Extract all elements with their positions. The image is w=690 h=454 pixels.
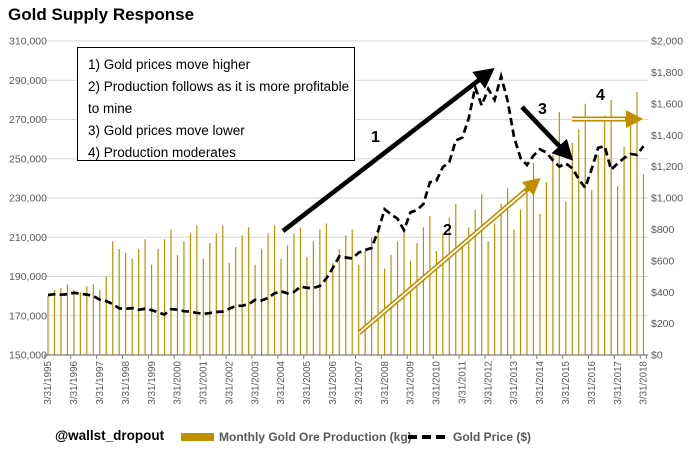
svg-text:3/31/2004: 3/31/2004: [276, 360, 287, 404]
svg-text:150,000: 150,000: [9, 350, 47, 362]
annotation-box: 1) Gold prices move higher 2) Production…: [77, 47, 355, 161]
production-bars: [47, 92, 645, 355]
legend-production-label: Monthly Gold Ore Production (kg): [219, 430, 412, 444]
svg-text:3/31/2003: 3/31/2003: [250, 360, 261, 404]
svg-text:210,000: 210,000: [9, 232, 47, 244]
left-axis-labels: 310,000 290,000 270,000 250,000 230,000 210,0…: [9, 36, 47, 362]
svg-text:310,000: 310,000: [9, 36, 47, 48]
annotation-line-4: 4) Production moderates: [88, 145, 236, 160]
legend-item-production: Monthly Gold Ore Production (kg): [181, 430, 412, 444]
svg-text:3/31/2009: 3/31/2009: [406, 361, 417, 405]
chart-title: Gold Supply Response: [8, 5, 195, 24]
watermark-handle: @wallst_dropout: [55, 428, 165, 443]
svg-text:2: 2: [443, 222, 452, 239]
chart-footer: @wallst_dropout Monthly Gold Ore Product…: [0, 424, 690, 450]
annotation-line-3: 3) Gold prices move lower: [88, 123, 245, 138]
gold-price-line: [47, 71, 645, 317]
svg-text:3/31/2000: 3/31/2000: [173, 360, 184, 404]
svg-text:3/31/2005: 3/31/2005: [302, 360, 313, 404]
svg-text:$1,400: $1,400: [651, 130, 683, 142]
svg-text:3/31/2017: 3/31/2017: [613, 361, 624, 405]
svg-text:3/31/1996: 3/31/1996: [69, 360, 80, 404]
svg-text:$1,800: $1,800: [651, 67, 683, 79]
svg-text:$200: $200: [651, 318, 675, 330]
svg-text:$400: $400: [651, 287, 675, 299]
svg-text:3/31/1999: 3/31/1999: [147, 361, 158, 405]
svg-text:190,000: 190,000: [9, 271, 47, 283]
svg-text:3/31/2011: 3/31/2011: [457, 361, 468, 404]
svg-text:3/31/2010: 3/31/2010: [432, 360, 443, 404]
svg-text:250,000: 250,000: [9, 153, 47, 165]
svg-text:3/31/1997: 3/31/1997: [95, 361, 106, 405]
annotation-line-1: 1) Gold prices move higher: [88, 57, 251, 72]
svg-text:270,000: 270,000: [9, 114, 47, 126]
svg-text:$1,600: $1,600: [651, 98, 683, 110]
svg-text:290,000: 290,000: [9, 75, 47, 87]
svg-text:3/31/2007: 3/31/2007: [354, 361, 365, 405]
svg-text:3/31/2002: 3/31/2002: [224, 361, 235, 405]
annotation-line-2: 2) Production follows as it is more prof…: [88, 79, 350, 116]
annotation-arrows: 1 2 3 4: [281, 68, 643, 335]
svg-text:$600: $600: [651, 255, 675, 267]
legend-price-label: Gold Price ($): [453, 430, 532, 444]
svg-text:3/31/1998: 3/31/1998: [121, 360, 132, 404]
svg-text:$1,200: $1,200: [651, 161, 683, 173]
arrow-3: [520, 105, 574, 161]
svg-text:230,000: 230,000: [9, 193, 47, 205]
production-swatch-icon: [181, 433, 214, 441]
annotation-marker-labels: 1 2 3 4: [371, 87, 605, 239]
svg-text:$0: $0: [651, 350, 663, 362]
svg-text:3/31/2012: 3/31/2012: [483, 361, 494, 405]
price-dash-swatch-icon: [408, 435, 448, 439]
svg-text:3/31/2018: 3/31/2018: [639, 360, 650, 404]
svg-text:3/31/2014: 3/31/2014: [535, 360, 546, 404]
svg-text:3/31/2013: 3/31/2013: [509, 360, 520, 404]
svg-text:3/31/2001: 3/31/2001: [199, 361, 210, 405]
right-axis-labels: $2,000 $1,800 $1,600 $1,400 $1,200 $1,000 $800…: [651, 36, 683, 362]
svg-text:3/31/2015: 3/31/2015: [561, 360, 572, 404]
svg-text:3/31/2008: 3/31/2008: [380, 360, 391, 404]
x-axis-labels: 3/31/1995 3/31/1996 3/31/1997 3/31/1998 3/31…: [43, 360, 650, 404]
svg-text:1: 1: [371, 129, 380, 146]
svg-text:170,000: 170,000: [9, 310, 47, 322]
x-axis: [44, 354, 648, 359]
svg-text:$1,000: $1,000: [651, 193, 683, 205]
svg-text:3/31/2016: 3/31/2016: [587, 360, 598, 404]
legend-item-gold-price: Gold Price ($): [408, 430, 531, 444]
svg-text:3/31/1995: 3/31/1995: [43, 360, 54, 404]
svg-text:$800: $800: [651, 224, 675, 236]
svg-text:3/31/2006: 3/31/2006: [328, 360, 339, 404]
svg-text:3: 3: [538, 101, 547, 118]
arrow-1: [281, 68, 495, 233]
svg-text:$2,000: $2,000: [651, 36, 683, 48]
svg-text:4: 4: [596, 87, 605, 104]
